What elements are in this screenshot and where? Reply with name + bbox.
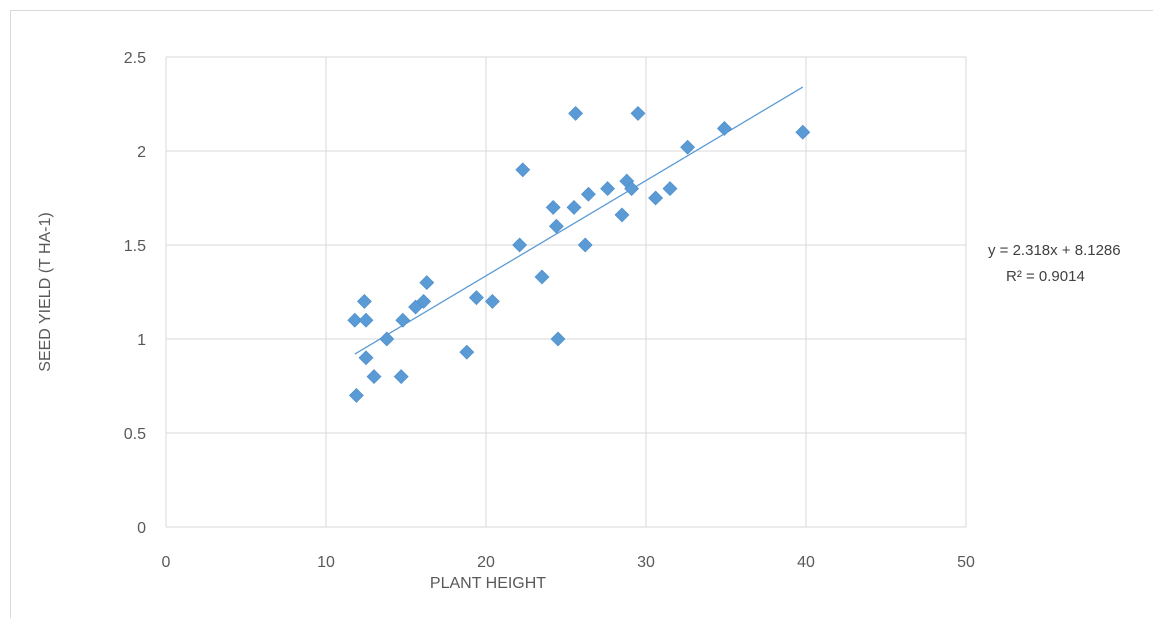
trendline-equation: y = 2.318x + 8.1286: [988, 242, 1121, 259]
data-point: [568, 105, 584, 121]
data-point: [614, 207, 630, 223]
data-point: [459, 344, 475, 360]
x-tick-label: 30: [637, 554, 655, 571]
data-point: [512, 237, 528, 253]
data-point: [795, 124, 811, 140]
x-axis-title: PLANT HEIGHT: [430, 575, 546, 592]
x-tick-labels: 0 10 20 30 40 50: [162, 554, 975, 571]
trendline-r-squared: R² = 0.9014: [1006, 268, 1085, 285]
data-point: [348, 387, 364, 403]
y-tick-label: 1: [137, 332, 146, 349]
y-tick-label: 1.5: [124, 238, 146, 255]
data-point: [648, 190, 664, 206]
data-point: [680, 139, 696, 155]
data-point: [662, 181, 678, 197]
x-tick-label: 10: [317, 554, 335, 571]
data-point: [358, 312, 374, 328]
x-tick-label: 50: [957, 554, 975, 571]
data-point: [577, 237, 593, 253]
data-point: [358, 350, 374, 366]
data-point: [484, 293, 500, 309]
y-tick-label: 2: [137, 144, 146, 161]
data-point: [419, 275, 435, 291]
x-tick-label: 0: [162, 554, 171, 571]
x-tick-label: 20: [477, 554, 495, 571]
data-point: [416, 293, 432, 309]
y-tick-label: 0.5: [124, 426, 146, 443]
data-point: [366, 369, 382, 385]
data-point: [624, 181, 640, 197]
grid-lines: [165, 56, 967, 528]
x-tick-label: 40: [797, 554, 815, 571]
data-point: [393, 369, 409, 385]
trendline-group: [354, 86, 804, 355]
data-point: [580, 186, 596, 202]
data-point: [548, 218, 564, 234]
data-point: [515, 162, 531, 178]
data-point: [347, 312, 363, 328]
chart-frame: [10, 10, 1153, 618]
data-point: [379, 331, 395, 347]
data-point: [550, 331, 566, 347]
y-tick-labels: 0 0.5 1 1.5 2 2.5: [124, 50, 146, 537]
data-point: [630, 105, 646, 121]
data-point: [534, 269, 550, 285]
data-point: [395, 312, 411, 328]
data-points: [347, 105, 811, 403]
data-point: [600, 181, 616, 197]
data-point: [716, 121, 732, 136]
data-point: [566, 199, 582, 215]
y-axis-title: SEED YIELD (T HA-1): [37, 212, 54, 371]
y-tick-label: 2.5: [124, 50, 146, 67]
data-point: [545, 199, 561, 215]
trendline: [354, 86, 804, 355]
data-point: [356, 293, 372, 309]
data-point: [468, 290, 484, 306]
y-tick-label: 0: [137, 520, 146, 537]
